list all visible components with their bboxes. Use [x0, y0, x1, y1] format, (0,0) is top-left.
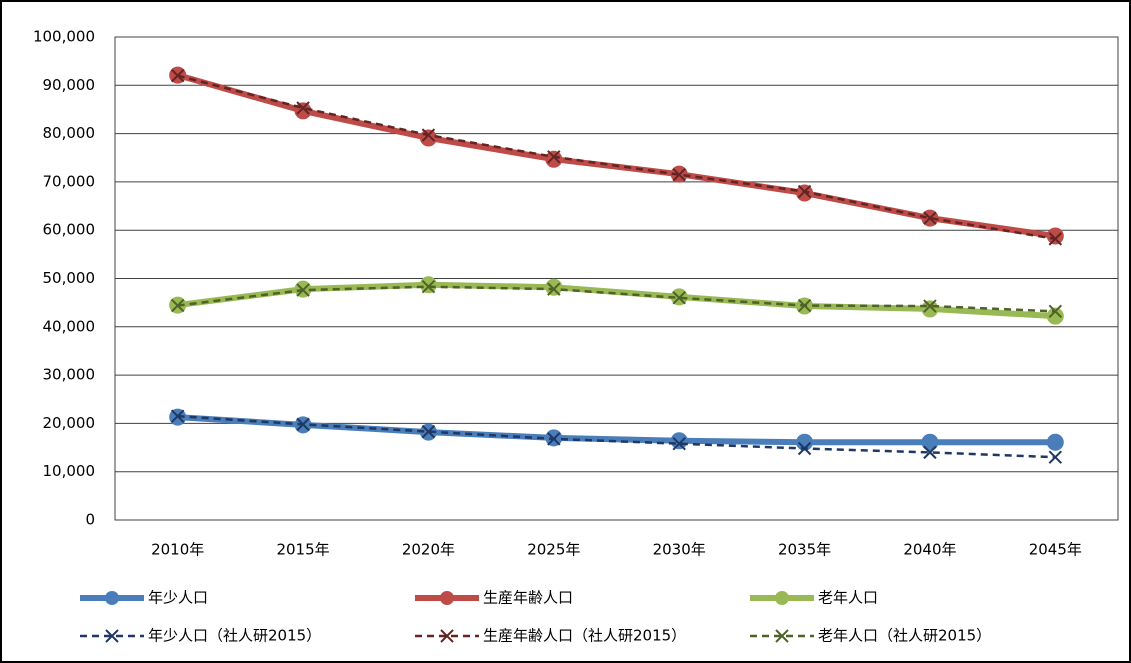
point	[170, 409, 185, 423]
legend-item: 年少人口（社人研2015）	[80, 627, 321, 645]
legend-item: 生産年齢人口（社人研2015）	[415, 627, 686, 645]
point	[921, 300, 939, 318]
point	[545, 150, 563, 168]
legend-label: 年少人口（社人研2015）	[148, 627, 321, 645]
point	[170, 68, 185, 83]
legend-marker	[440, 591, 454, 605]
y-tick-label: 50,000	[43, 269, 96, 287]
point	[419, 276, 437, 294]
plot-area	[114, 36, 1119, 521]
point	[421, 280, 436, 294]
legend-marker	[775, 629, 789, 643]
x-tick-label: 2010年	[151, 541, 204, 559]
point	[296, 417, 310, 432]
legend-item: 年少人口	[80, 589, 208, 607]
y-tick-label: 90,000	[43, 76, 96, 94]
point	[547, 282, 561, 296]
point	[1048, 450, 1063, 464]
y-tick-label: 70,000	[43, 172, 96, 190]
point	[923, 211, 937, 225]
legend-label: 生産年齢人口（社人研2015）	[483, 627, 686, 645]
x-tick-label: 2035年	[778, 541, 831, 559]
x-tick-label: 2030年	[653, 541, 706, 559]
y-tick-label: 60,000	[43, 221, 96, 239]
x-tick-label: 2045年	[1029, 541, 1082, 559]
point	[923, 445, 937, 460]
point	[796, 184, 814, 202]
point	[547, 150, 561, 164]
legend-item: 老年人口	[750, 589, 878, 607]
point	[1048, 304, 1063, 319]
y-tick-label: 80,000	[43, 124, 96, 142]
series-line	[177, 285, 1056, 313]
legend-label: 年少人口	[148, 589, 208, 607]
series	[170, 409, 1063, 464]
legend-marker	[775, 591, 789, 605]
point	[797, 298, 812, 313]
legend-item: 老年人口（社人研2015）	[750, 627, 991, 645]
legend-marker	[105, 629, 119, 643]
point	[547, 432, 561, 446]
x-tick-label: 2040年	[903, 541, 956, 559]
point	[1046, 307, 1064, 325]
point	[797, 441, 812, 456]
legend-marker	[105, 591, 119, 605]
point	[1048, 232, 1063, 246]
point	[421, 128, 436, 142]
series	[170, 280, 1063, 319]
legend-item: 生産年齢人口	[415, 589, 573, 607]
x-tick-label: 2020年	[402, 541, 455, 559]
x-tick-label: 2015年	[276, 541, 329, 559]
y-tick-label: 100,000	[33, 28, 95, 46]
series	[170, 68, 1063, 246]
legend-marker	[440, 629, 454, 643]
point	[170, 298, 185, 313]
point	[672, 291, 686, 305]
point	[797, 184, 812, 199]
series-line	[177, 414, 1056, 459]
y-tick-label: 10,000	[43, 462, 96, 480]
point	[421, 424, 436, 439]
point	[672, 436, 686, 451]
point	[1046, 227, 1064, 245]
point	[296, 101, 310, 115]
point	[672, 167, 686, 182]
point	[419, 129, 437, 147]
x-tick-label: 2025年	[527, 541, 580, 559]
point	[921, 433, 939, 451]
legend-label: 老年人口	[818, 589, 878, 607]
legend-label: 老年人口（社人研2015）	[818, 627, 991, 645]
point	[545, 278, 563, 296]
series-line	[177, 74, 1056, 241]
point	[670, 432, 688, 450]
y-tick-label: 0	[85, 511, 95, 529]
y-tick-label: 20,000	[43, 414, 96, 432]
legend-label: 生産年齢人口	[483, 589, 573, 607]
y-tick-label: 40,000	[43, 317, 96, 335]
point	[296, 283, 310, 297]
point	[1046, 433, 1064, 451]
point	[796, 433, 814, 451]
point	[923, 299, 937, 313]
y-tick-label: 30,000	[43, 366, 96, 384]
